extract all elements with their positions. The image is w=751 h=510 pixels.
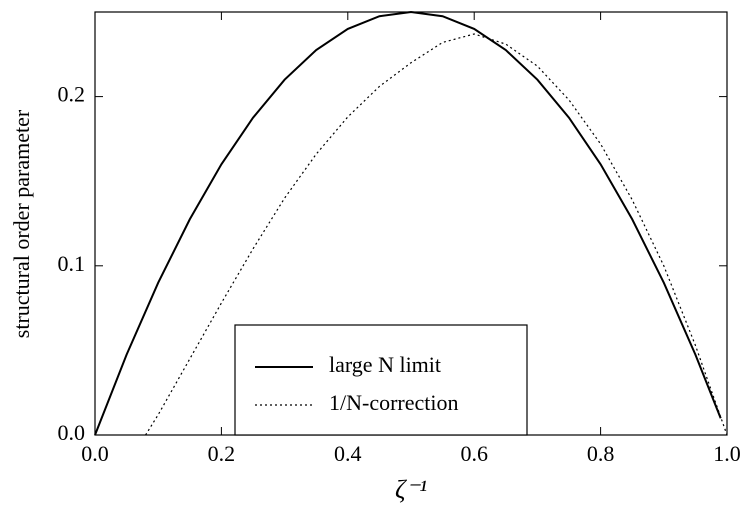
y-axis-label: structural order parameter [9,109,34,338]
x-tick-label: 0.0 [81,441,109,466]
legend-label: large N limit [329,352,441,377]
x-tick-label: 0.2 [208,441,236,466]
x-tick-label: 0.6 [460,441,488,466]
x-axis-label: ζ⁻¹ [395,475,427,504]
x-tick-label: 1.0 [713,441,741,466]
line-series [145,33,728,436]
legend-box [234,324,528,436]
y-tick-label: 0.2 [58,82,86,107]
x-tick-label: 0.8 [587,441,615,466]
y-tick-label: 0.0 [58,420,86,445]
y-tick-label: 0.1 [58,251,86,276]
legend-label: 1/N-correction [329,390,459,415]
line-series [94,10,722,436]
x-tick-label: 0.4 [334,441,362,466]
